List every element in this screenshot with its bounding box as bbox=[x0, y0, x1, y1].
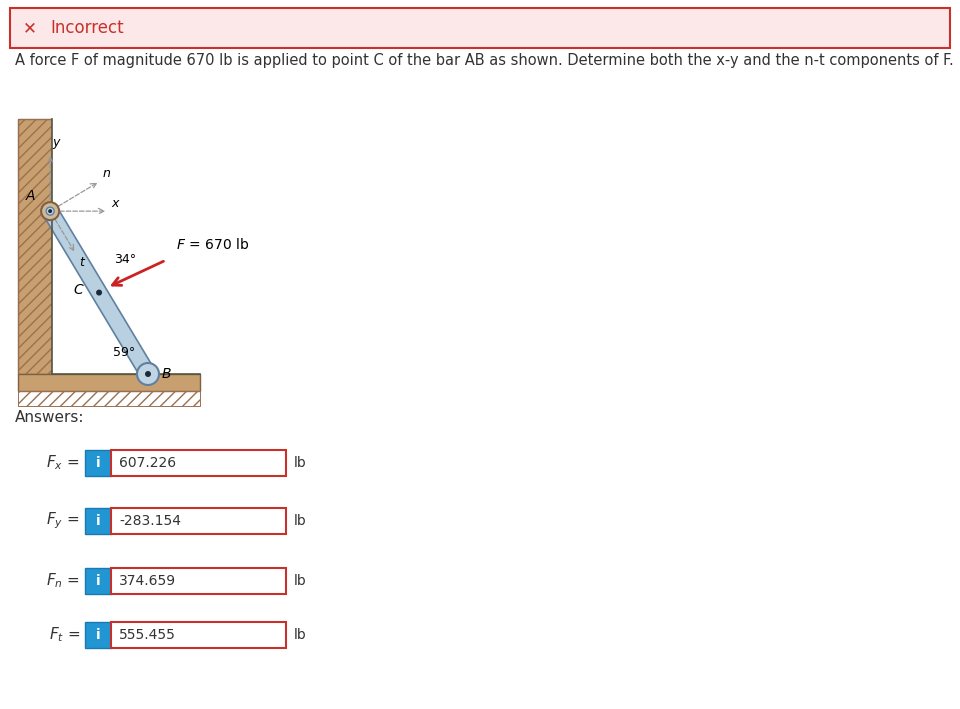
Text: 374.659: 374.659 bbox=[119, 574, 176, 588]
Polygon shape bbox=[43, 207, 155, 378]
Text: C: C bbox=[73, 283, 84, 296]
Text: Answers:: Answers: bbox=[15, 410, 84, 425]
Circle shape bbox=[41, 202, 60, 220]
Text: lb: lb bbox=[294, 514, 307, 528]
Text: B: B bbox=[162, 367, 172, 381]
Text: i: i bbox=[96, 514, 100, 528]
FancyBboxPatch shape bbox=[111, 622, 286, 648]
Text: i: i bbox=[96, 456, 100, 470]
Text: $F_n$ =: $F_n$ = bbox=[46, 571, 80, 591]
Text: x: x bbox=[111, 197, 118, 210]
Text: A: A bbox=[26, 189, 36, 203]
Text: $\mathit{F}$ = 670 lb: $\mathit{F}$ = 670 lb bbox=[176, 237, 250, 252]
Text: lb: lb bbox=[294, 574, 307, 588]
Circle shape bbox=[137, 363, 159, 385]
Circle shape bbox=[145, 371, 151, 377]
Text: 34°: 34° bbox=[114, 252, 136, 266]
Text: t: t bbox=[79, 256, 84, 269]
Text: ✕: ✕ bbox=[23, 19, 36, 37]
Circle shape bbox=[96, 289, 102, 296]
Bar bbox=[52, 119, 212, 374]
Text: 607.226: 607.226 bbox=[119, 456, 176, 470]
Bar bbox=[18, 119, 52, 374]
FancyBboxPatch shape bbox=[111, 568, 286, 594]
Circle shape bbox=[46, 207, 54, 215]
Text: $F_t$ =: $F_t$ = bbox=[49, 625, 80, 644]
Text: y: y bbox=[52, 136, 60, 149]
FancyBboxPatch shape bbox=[111, 450, 286, 476]
FancyBboxPatch shape bbox=[85, 568, 111, 594]
Text: i: i bbox=[96, 574, 100, 588]
FancyBboxPatch shape bbox=[85, 508, 111, 534]
FancyBboxPatch shape bbox=[10, 8, 950, 48]
Circle shape bbox=[48, 209, 52, 213]
Text: 59°: 59° bbox=[113, 346, 135, 359]
Bar bbox=[18, 119, 52, 374]
Text: i: i bbox=[96, 628, 100, 642]
Text: -283.154: -283.154 bbox=[119, 514, 181, 528]
Text: lb: lb bbox=[294, 628, 307, 642]
Text: lb: lb bbox=[294, 456, 307, 470]
FancyBboxPatch shape bbox=[85, 450, 111, 476]
Text: $F_y$ =: $F_y$ = bbox=[46, 510, 80, 531]
Text: $F_x$ =: $F_x$ = bbox=[46, 454, 80, 472]
Bar bbox=[18, 391, 200, 406]
Text: Incorrect: Incorrect bbox=[50, 19, 124, 37]
Text: A force F of magnitude 670 lb is applied to point C of the bar AB as shown. Dete: A force F of magnitude 670 lb is applied… bbox=[15, 53, 953, 68]
Bar bbox=[18, 374, 200, 391]
FancyBboxPatch shape bbox=[85, 622, 111, 648]
FancyBboxPatch shape bbox=[111, 508, 286, 534]
Text: n: n bbox=[103, 167, 110, 180]
Text: 555.455: 555.455 bbox=[119, 628, 176, 642]
